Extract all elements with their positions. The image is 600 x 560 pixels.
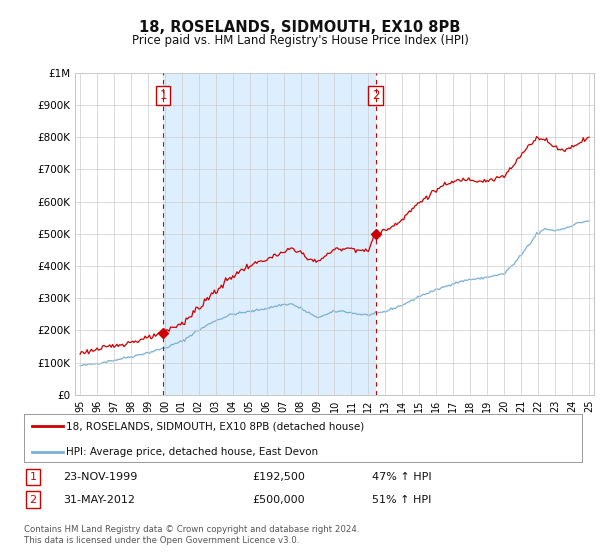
Text: 51% ↑ HPI: 51% ↑ HPI: [372, 494, 431, 505]
Text: HPI: Average price, detached house, East Devon: HPI: Average price, detached house, East…: [66, 446, 318, 456]
Text: Price paid vs. HM Land Registry's House Price Index (HPI): Price paid vs. HM Land Registry's House …: [131, 34, 469, 46]
Text: 18, ROSELANDS, SIDMOUTH, EX10 8PB: 18, ROSELANDS, SIDMOUTH, EX10 8PB: [139, 20, 461, 35]
Text: £192,500: £192,500: [252, 472, 305, 482]
Text: 1: 1: [160, 89, 167, 102]
Bar: [163, 73, 376, 395]
Text: 23-NOV-1999: 23-NOV-1999: [63, 472, 137, 482]
Text: £500,000: £500,000: [252, 494, 305, 505]
Text: 2: 2: [29, 494, 37, 505]
Text: 2: 2: [372, 89, 379, 102]
Text: 18, ROSELANDS, SIDMOUTH, EX10 8PB (detached house): 18, ROSELANDS, SIDMOUTH, EX10 8PB (detac…: [66, 421, 364, 431]
Text: 47% ↑ HPI: 47% ↑ HPI: [372, 472, 431, 482]
Text: 31-MAY-2012: 31-MAY-2012: [63, 494, 135, 505]
Text: 1: 1: [29, 472, 37, 482]
Text: Contains HM Land Registry data © Crown copyright and database right 2024.
This d: Contains HM Land Registry data © Crown c…: [24, 525, 359, 545]
